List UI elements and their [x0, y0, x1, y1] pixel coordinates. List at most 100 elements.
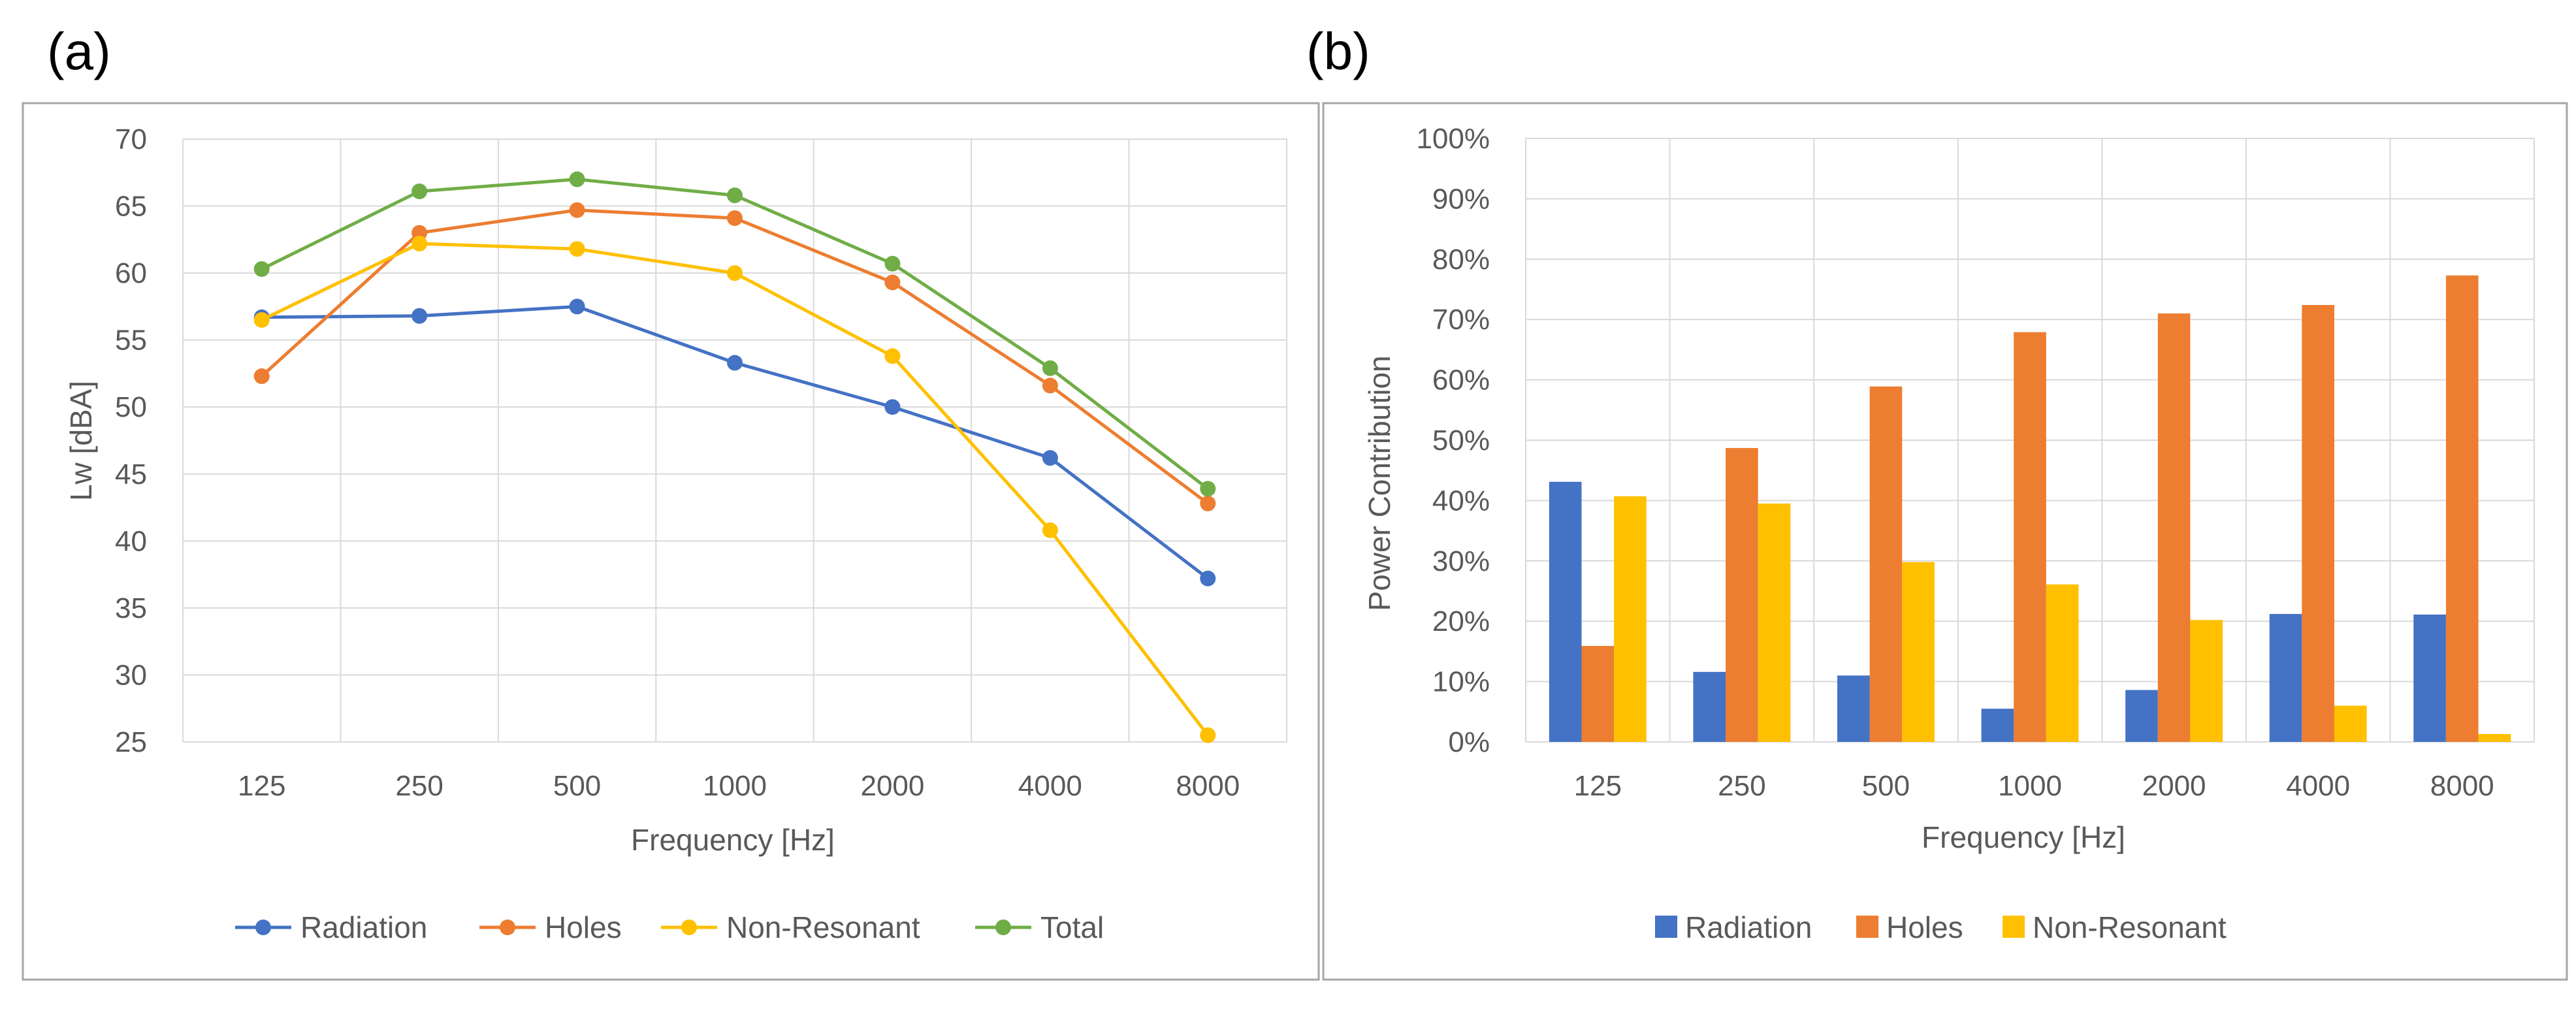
panel-a-point-total: [569, 171, 585, 187]
panel-b-legend-label-radiation: Radiation: [1685, 910, 1812, 944]
panel-b-series-radiation: [1549, 481, 2446, 742]
panel-b-bar-holes: [1581, 646, 1615, 742]
panel-b-legend-swatch-holes: [1856, 916, 1878, 938]
panel-a-legend-label-radiation: Radiation: [300, 910, 427, 944]
panel-b-y-tick-label: 30%: [1432, 545, 1490, 577]
panel-a-point-non-resonant: [569, 241, 585, 257]
panel-a-legend-marker-radiation: [255, 920, 271, 935]
panel-b-legend-label-non-resonant: Non-Resonant: [2033, 910, 2227, 944]
panel-b-y-tick-label: 70%: [1432, 304, 1490, 336]
panel-b-label: (b): [1306, 22, 1370, 80]
panel-b-bar-non-resonant: [1758, 504, 1791, 742]
panel-b-bar-radiation: [1549, 481, 1582, 742]
panel-a: (a) 25 30 35 40 45 50 55 60 65 70 125 250 500 1000 20…: [22, 22, 1320, 981]
panel-a-y-tick-labels: 25 30 35 40 45 50 55 60 65 70: [115, 123, 147, 758]
panel-a-y-axis-title: Lw [dBA]: [64, 381, 98, 501]
panel-a-point-non-resonant: [727, 265, 743, 281]
panel-b-bar-non-resonant: [2190, 620, 2223, 742]
panel-b-y-tick-label: 0%: [1448, 726, 1490, 758]
panel-b-x-tick-label: 8000: [2430, 770, 2494, 802]
panel-a-y-tick-label: 65: [115, 191, 147, 223]
panel-b-x-tick-labels: 125 250 500 1000 2000 4000 8000: [1574, 770, 2494, 802]
panel-a-y-tick-label: 35: [115, 592, 147, 624]
panel-a-point-holes: [253, 368, 270, 385]
panel-a-point-holes: [884, 274, 901, 291]
panel-b: (b) 0% 10% 20% 30% 40% 50% 60% 70% 80% 90% 100% 12…: [1306, 22, 2568, 981]
panel-b-bar-non-resonant: [2334, 705, 2367, 742]
panel-b-x-tick-label: 125: [1574, 770, 1622, 802]
panel-b-legend: Radiation Holes Non-Resonant: [1655, 910, 2227, 944]
panel-b-bar-holes: [2157, 313, 2191, 743]
panel-b-bar-holes: [1869, 386, 1903, 742]
panel-b-bar-radiation: [2413, 615, 2446, 742]
panel-a-point-total: [1042, 360, 1058, 376]
panel-b-bar-holes: [2445, 275, 2479, 742]
panel-a-legend-label-non-resonant: Non-Resonant: [726, 910, 920, 944]
panel-a-point-non-resonant: [884, 348, 901, 364]
panel-b-y-tick-label: 50%: [1432, 424, 1490, 456]
panel-b-series-non-resonant: [1614, 496, 2511, 742]
panel-a-point-non-resonant: [411, 235, 428, 251]
panel-b-x-tick-label: 1000: [1998, 770, 2062, 802]
panel-a-x-tick-label: 8000: [1176, 770, 1240, 802]
panel-a-point-total: [411, 183, 428, 199]
panel-b-y-tick-label: 60%: [1432, 364, 1490, 396]
panel-b-bar-non-resonant: [1902, 562, 1935, 742]
panel-a-y-tick-label: 55: [115, 325, 147, 357]
panel-b-y-tick-labels: 0% 10% 20% 30% 40% 50% 60% 70% 80% 90% 100%: [1416, 123, 1490, 758]
panel-b-legend-label-holes: Holes: [1886, 910, 1963, 944]
panel-b-y-axis-title: Power Contribution: [1362, 355, 1396, 611]
panel-a-x-tick-label: 2000: [860, 770, 924, 802]
panel-a-x-tick-label: 250: [395, 770, 443, 802]
panel-a-y-tick-label: 60: [115, 257, 147, 289]
panel-a-y-tick-label: 45: [115, 458, 147, 490]
panel-a-label: (a): [47, 22, 111, 80]
panel-a-x-tick-label: 125: [238, 770, 285, 802]
panel-b-bar-holes: [1726, 448, 1758, 742]
panel-a-y-tick-label: 70: [115, 123, 147, 155]
panel-a-series-total: [253, 171, 1216, 497]
panel-b-x-tick-label: 4000: [2286, 770, 2350, 802]
panel-a-x-tick-label: 1000: [703, 770, 767, 802]
panel-b-bar-non-resonant: [2046, 584, 2079, 742]
panel-a-x-axis-title: Frequency [Hz]: [631, 823, 835, 857]
panel-b-x-tick-label: 250: [1718, 770, 1765, 802]
panel-a-y-tick-label: 40: [115, 525, 147, 557]
panel-a-point-non-resonant: [1200, 727, 1216, 743]
panel-a-y-tick-label: 50: [115, 391, 147, 423]
panel-a-legend-marker-non-resonant: [681, 920, 697, 935]
panel-a-series-holes: [253, 202, 1216, 511]
panel-a-point-non-resonant: [1042, 522, 1058, 538]
panel-a-legend: Radiation Holes Non-Resonant Total: [235, 910, 1104, 944]
panel-a-point-holes: [1200, 495, 1216, 511]
panel-b-frame: [1322, 102, 2568, 981]
panel-a-y-tick-label: 30: [115, 659, 147, 691]
panel-a-point-radiation: [411, 308, 428, 324]
panel-a-legend-label-holes: Holes: [545, 910, 622, 944]
panel-a-x-tick-label: 500: [553, 770, 601, 802]
panel-a-legend-marker-holes: [500, 920, 515, 935]
panel-a-x-tick-label: 4000: [1018, 770, 1082, 802]
panel-a-point-total: [1200, 481, 1216, 497]
panel-a-point-radiation: [1200, 570, 1216, 586]
panel-b-legend-swatch-non-resonant: [2003, 916, 2025, 938]
panel-b-x-tick-label: 500: [1862, 770, 1910, 802]
panel-b-y-tick-label: 100%: [1416, 123, 1490, 155]
panel-a-point-radiation: [569, 298, 585, 315]
panel-b-bar-radiation: [1981, 709, 2014, 742]
panel-b-y-tick-label: 40%: [1432, 485, 1490, 517]
panel-b-series: [1549, 275, 2511, 743]
panel-a-series: [253, 171, 1216, 743]
panel-b-x-axis-title: Frequency [Hz]: [1922, 820, 2125, 854]
panel-b-bar-non-resonant: [1614, 496, 1647, 742]
panel-b-bar-radiation: [2269, 614, 2302, 742]
panel-b-bar-non-resonant: [2478, 733, 2511, 742]
panel-b-bar-radiation: [2125, 690, 2158, 742]
panel-b-bar-radiation: [1837, 675, 1870, 742]
panel-a-point-radiation: [1042, 450, 1058, 466]
panel-b-y-tick-label: 20%: [1432, 605, 1490, 637]
panel-a-point-total: [253, 261, 270, 277]
panel-b-legend-swatch-radiation: [1655, 916, 1677, 938]
panel-a-legend-label-total: Total: [1040, 910, 1104, 944]
